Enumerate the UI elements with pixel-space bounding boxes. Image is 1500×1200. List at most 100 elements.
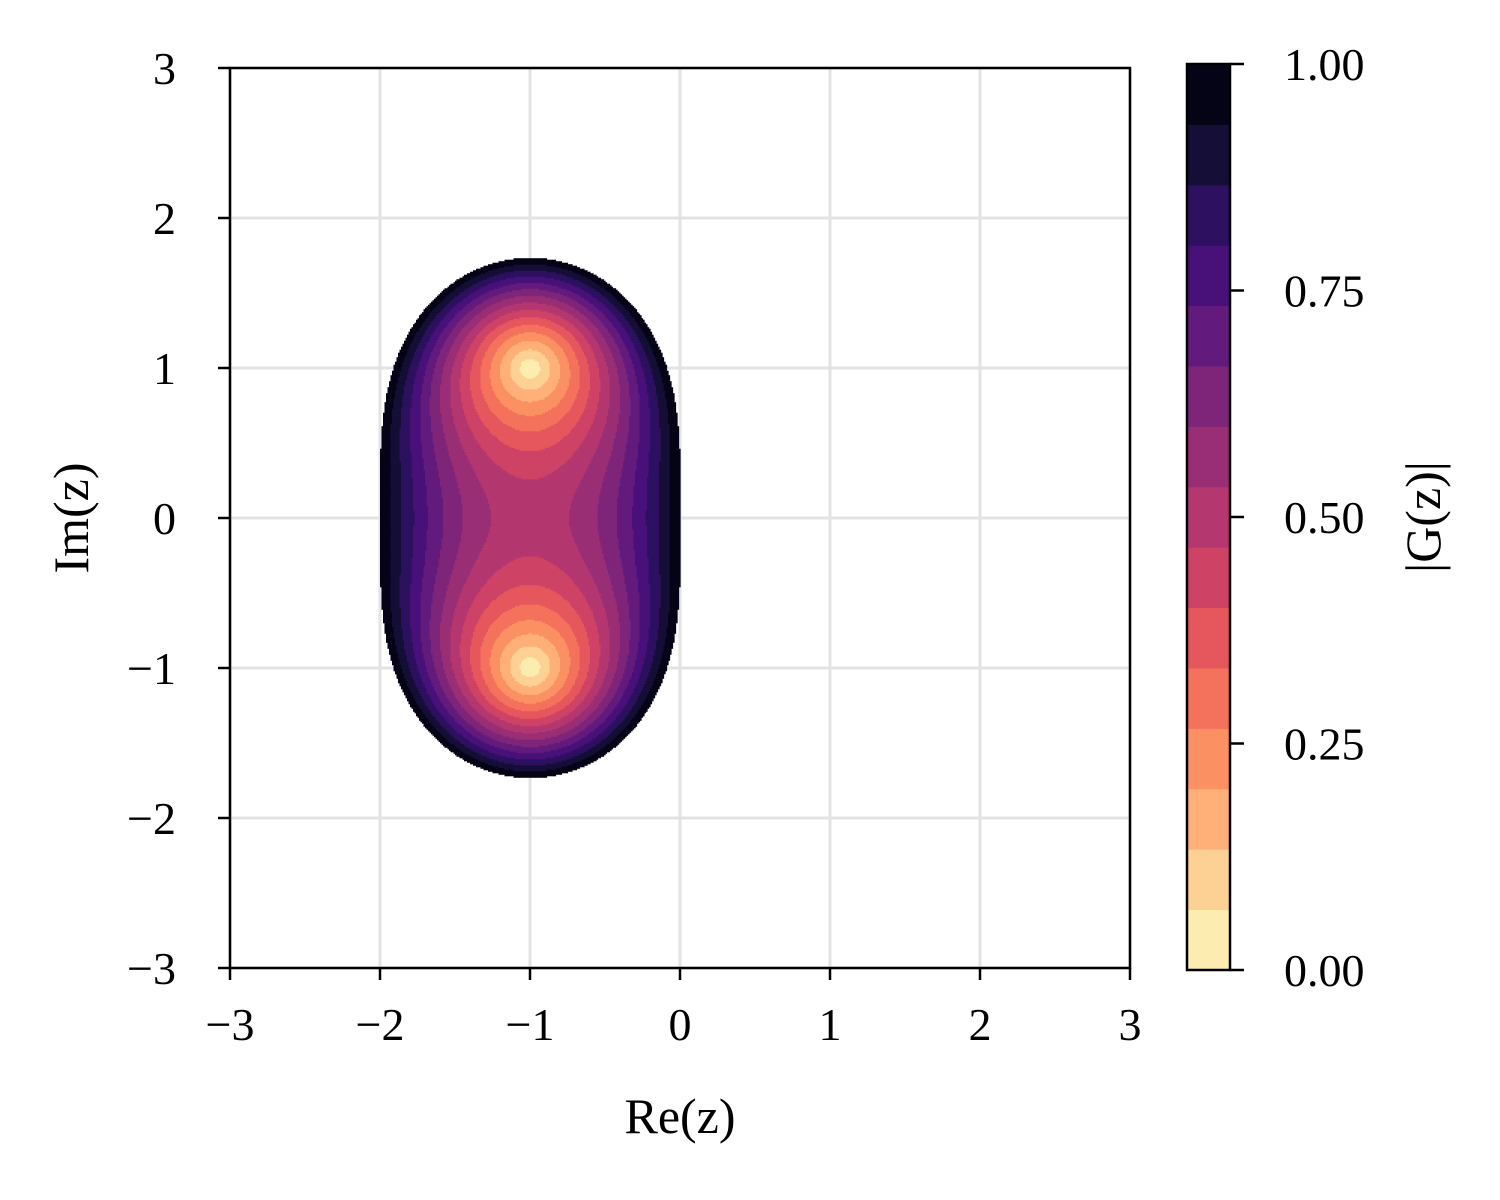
contour-cell (428, 672, 437, 675)
contour-cell (501, 379, 515, 382)
contour-cell (387, 642, 396, 645)
contour-cell (380, 543, 392, 546)
contour-cell (590, 384, 602, 387)
contour-cell (500, 370, 512, 373)
contour-cell (444, 436, 461, 439)
contour-cell (480, 342, 492, 345)
contour-cell (551, 408, 572, 411)
contour-cell (635, 661, 645, 664)
contour-cell (411, 580, 423, 583)
contour-cell (401, 544, 414, 547)
contour-cell (429, 412, 443, 415)
contour-cell (650, 442, 662, 445)
contour-cell (579, 658, 591, 661)
contour-cell (384, 624, 393, 627)
contour-cell (584, 472, 606, 475)
contour-cell (620, 645, 630, 648)
contour-cell (402, 402, 413, 405)
contour-cell (638, 648, 648, 651)
contour-cell (647, 546, 660, 549)
contour-cell (380, 552, 392, 555)
contour-cell (450, 630, 464, 633)
contour-cell (453, 615, 468, 618)
contour-cell (435, 361, 446, 364)
contour-cell (624, 459, 638, 462)
contour-cell (581, 345, 591, 348)
contour-cell (648, 631, 659, 634)
contour-cell (657, 394, 666, 397)
contour-cell (600, 546, 620, 549)
contour-cell (618, 487, 635, 490)
contour-cell (572, 427, 591, 430)
contour-cell (393, 399, 404, 402)
contour-cell (390, 583, 401, 586)
contour-cell (603, 478, 621, 481)
contour-cell (639, 619, 651, 622)
contour-cell (440, 480, 458, 483)
contour-cell (413, 357, 422, 360)
contour-cell (413, 501, 428, 504)
contour-cell (411, 571, 425, 574)
contour-cell (389, 652, 399, 655)
contour-cell (617, 610, 630, 613)
contour-cell (636, 460, 650, 463)
contour-cell (519, 429, 542, 432)
contour-cell (636, 652, 647, 655)
contour-cell (396, 385, 405, 388)
contour-cell (614, 591, 627, 594)
contour-cell (444, 601, 459, 604)
contour-cell (659, 513, 671, 516)
contour-cell (410, 435, 422, 438)
contour-cell (449, 450, 465, 453)
contour-cell (426, 343, 437, 346)
contour-cell (521, 693, 540, 696)
contour-cell (494, 643, 509, 646)
contour-cell (380, 576, 392, 579)
contour-cell (510, 588, 551, 591)
contour-cell (648, 630, 659, 633)
contour-cell (650, 432, 662, 435)
contour-cell (386, 397, 395, 400)
contour-cell (600, 489, 620, 492)
contour-cell (626, 372, 636, 375)
contour-cell (489, 661, 501, 664)
contour-cell (480, 343, 491, 346)
contour-cell (569, 523, 599, 526)
contour-cell (638, 385, 648, 388)
contour-cell (459, 388, 471, 391)
contour-cell (461, 493, 488, 496)
contour-cell (395, 393, 405, 396)
contour-cell (609, 378, 620, 381)
contour-cell (585, 630, 599, 633)
contour-cell (656, 676, 665, 679)
contour-cell (669, 571, 681, 574)
contour-cell (471, 393, 485, 396)
contour-cell (420, 694, 431, 697)
contour-cell (390, 492, 402, 495)
contour-cell (599, 375, 611, 378)
contour-cell (425, 564, 440, 567)
contour-cell (479, 478, 582, 481)
contour-cell (569, 363, 579, 366)
contour-cell (615, 600, 629, 603)
contour-cell (594, 616, 608, 619)
contour-cell (582, 348, 593, 351)
contour-cell (507, 444, 554, 447)
contour-cell (380, 510, 392, 513)
contour-cell (441, 379, 452, 382)
contour-cell (380, 516, 392, 519)
contour-cell (644, 658, 654, 661)
contour-cell (461, 399, 474, 402)
contour-cell (549, 361, 560, 364)
contour-cell (467, 577, 491, 580)
contour-cell (401, 561, 413, 564)
contour-cell (533, 376, 549, 379)
contour-cell (476, 681, 486, 684)
contour-cell (450, 459, 470, 462)
contour-cell (660, 658, 671, 661)
contour-cell (660, 451, 671, 454)
contour-cell (630, 633, 641, 636)
contour-cell (428, 514, 444, 517)
contour-cell (620, 387, 630, 390)
contour-cell (632, 523, 647, 526)
